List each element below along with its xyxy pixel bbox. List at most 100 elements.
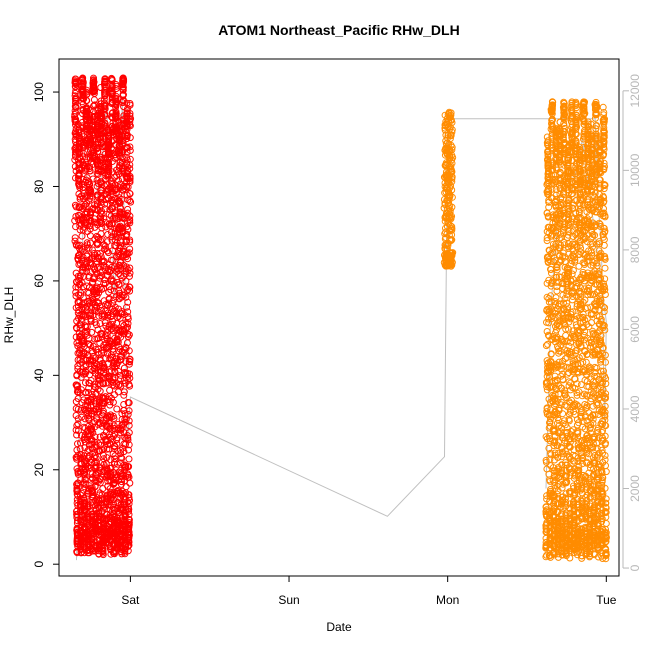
data-point [72,79,80,87]
data-point [108,179,116,187]
data-point [82,368,90,376]
data-point [90,86,98,94]
data-point [109,317,117,325]
data-point [86,222,94,230]
data-point [98,224,106,232]
data-point [87,365,95,373]
data-point [73,431,81,439]
data-point [80,452,88,460]
data-point [108,196,116,204]
data-point [92,469,100,477]
data-point [100,364,108,372]
data-point [103,454,111,462]
data-point [82,361,90,369]
data-point [100,362,108,370]
data-point [102,218,110,226]
data-point [91,206,99,213]
data-point [80,272,88,280]
data-point [91,433,99,441]
data-point [94,200,101,208]
data-point [71,234,79,242]
data-point [74,415,82,423]
altitude-line [76,98,607,561]
data-point [92,458,100,466]
data-point [73,372,81,380]
data-point [96,467,104,475]
data-point [108,220,116,228]
data-point [94,148,102,156]
data-point [101,84,109,92]
data-point [97,215,105,223]
data-point [86,167,94,175]
data-point [93,193,101,201]
data-point [108,77,116,85]
data-point [101,105,109,113]
data-point [101,200,109,208]
data-point [104,231,112,238]
data-point [104,301,112,309]
data-point [71,237,79,245]
data-point [109,480,117,488]
data-point [107,212,115,220]
data-point [109,277,117,285]
data-point [79,149,87,157]
data-point [96,320,104,327]
data-point [86,225,94,233]
data-point [81,502,88,510]
data-point [82,261,90,268]
data-point [97,249,104,257]
data-point [94,207,102,215]
data-point [79,294,87,302]
data-point [75,203,83,211]
data-point [78,279,86,287]
data-point [91,483,99,491]
data-point [552,294,560,302]
data-point [88,470,96,478]
data-point [87,398,95,406]
data-point [91,362,99,370]
data-point [103,238,111,246]
data-point [91,380,99,388]
data-point [109,398,117,406]
data-point [72,83,80,91]
data-point [75,149,83,157]
data-point [83,90,91,98]
data-point [87,268,95,276]
data-point [91,87,99,95]
data-point [96,283,104,291]
data-point [86,239,94,247]
data-point [77,548,85,556]
data-point [86,192,94,200]
data-point [98,210,106,218]
data-point [100,445,108,453]
data-point [101,119,109,127]
data-point [92,389,100,397]
data-point [95,299,102,307]
data-point [107,286,115,294]
data-point [73,482,81,490]
data-point [95,440,103,448]
data-point [113,405,121,413]
data-point [76,195,84,203]
data-point [90,90,98,97]
data-point [74,382,82,390]
data-point [78,335,86,343]
data-point [101,102,108,110]
plot-area: Sat Sun Mon Tue0204060801000200040006000800… [32,58,642,607]
data-point [105,168,113,176]
data-point [71,111,79,118]
data-point [75,171,83,179]
data-point [79,153,87,161]
data-point [105,163,113,171]
data-point [90,78,98,86]
data-point [78,413,86,421]
data-point [102,536,110,544]
data-point [87,188,95,196]
data-point [82,97,90,104]
data-point [111,455,119,463]
data-point [109,348,117,356]
data-point [91,423,99,431]
data-point [99,379,107,387]
data-point [100,215,108,222]
data-point [81,471,89,479]
